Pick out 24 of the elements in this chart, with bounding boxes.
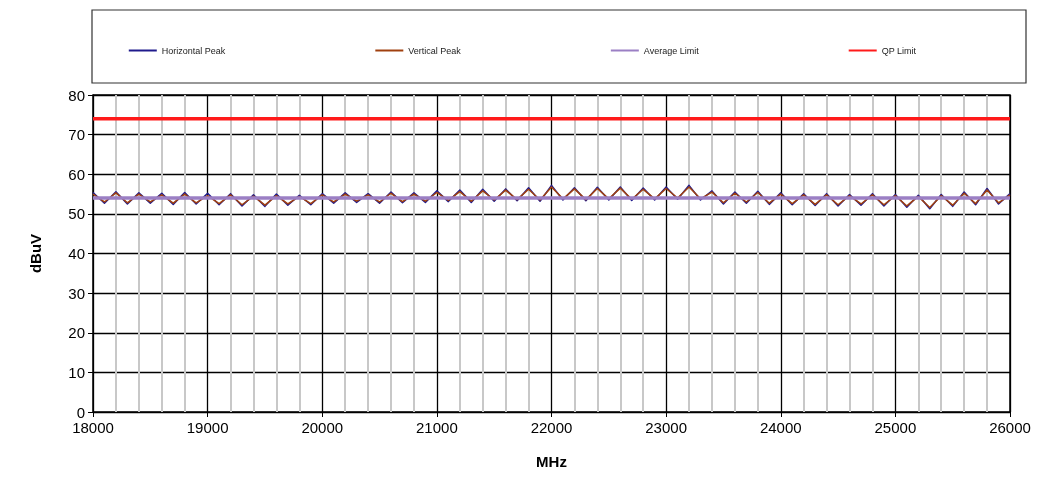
x-tick-label: 22000 bbox=[530, 419, 573, 436]
x-tick-label: 21000 bbox=[416, 419, 458, 436]
y-tick-label: 30 bbox=[68, 284, 85, 302]
y-tick-label: 0 bbox=[76, 403, 85, 421]
y-tick-label: 20 bbox=[68, 324, 85, 342]
y-tick-label: 10 bbox=[68, 363, 85, 381]
x-tick-label: 19000 bbox=[186, 419, 229, 436]
y-tick-label: 80 bbox=[68, 86, 85, 104]
x-tick-label: 20000 bbox=[301, 419, 344, 436]
y-tick-label: 60 bbox=[68, 165, 85, 183]
x-tick-label: 24000 bbox=[759, 419, 802, 436]
legend-label: Vertical Peak bbox=[408, 45, 462, 56]
x-tick-label: 18000 bbox=[72, 419, 114, 436]
y-tick-label: 50 bbox=[68, 205, 85, 223]
x-axis-title: MHz bbox=[536, 453, 567, 470]
x-tick-label: 26000 bbox=[989, 419, 1031, 436]
x-tick-label: 23000 bbox=[645, 419, 687, 436]
legend-label: QP Limit bbox=[881, 45, 917, 56]
y-tick-label: 40 bbox=[68, 245, 85, 262]
y-axis-title: dBuV bbox=[27, 233, 44, 274]
legend-label: Horizontal Peak bbox=[161, 45, 226, 56]
x-tick-label: 25000 bbox=[874, 419, 917, 436]
legend-label: Average Limit bbox=[643, 45, 700, 56]
y-tick-label: 70 bbox=[68, 126, 85, 144]
